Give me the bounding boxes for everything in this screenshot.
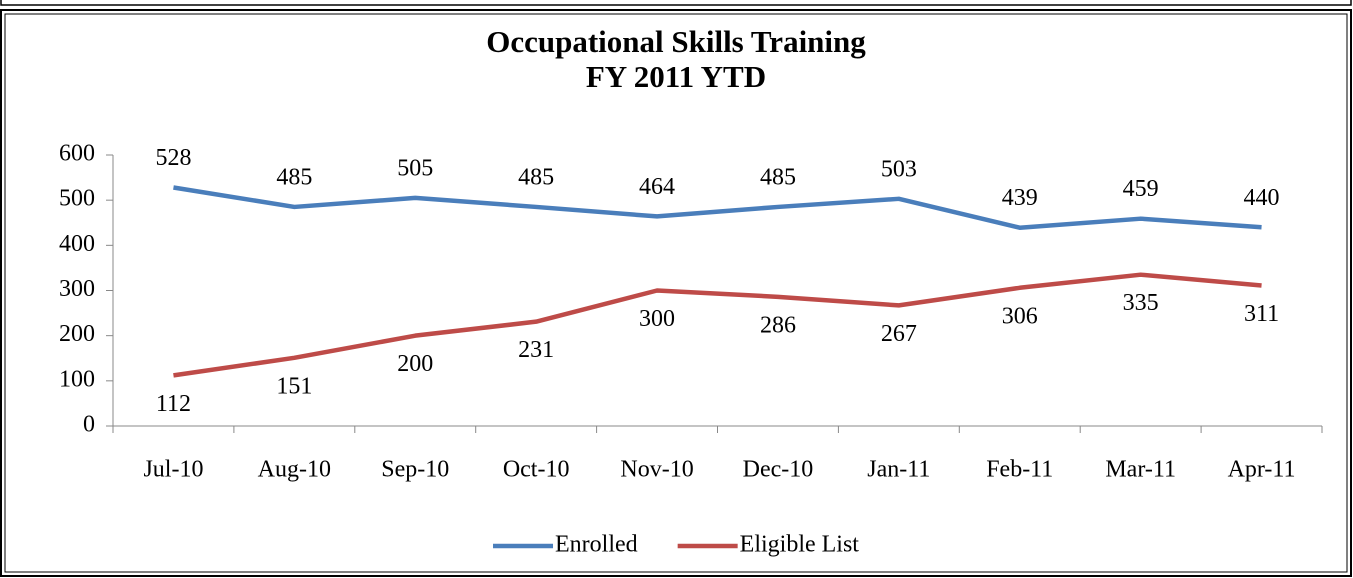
data-label: 231 <box>518 337 554 363</box>
series-line <box>173 185 1262 230</box>
y-tick-label: 0 <box>83 412 95 438</box>
data-label: 505 <box>397 155 433 181</box>
data-label: 485 <box>518 164 554 190</box>
data-label: 112 <box>156 391 191 417</box>
y-tick-label: 400 <box>59 231 95 257</box>
data-label: 528 <box>155 145 191 171</box>
y-tick-label: 100 <box>59 366 95 392</box>
series-line <box>173 272 1262 378</box>
data-label: 151 <box>276 373 312 399</box>
x-tick-label: Feb-11 <box>986 457 1053 483</box>
chart-inner-frame <box>4 13 1348 573</box>
x-tick-label: Jul-10 <box>143 457 203 483</box>
data-label: 335 <box>1123 290 1159 316</box>
legend-label: Enrolled <box>555 532 638 558</box>
data-label: 485 <box>276 164 312 190</box>
y-tick-label: 300 <box>59 276 95 302</box>
data-label: 286 <box>760 312 796 338</box>
data-label: 300 <box>639 306 675 332</box>
data-label: 503 <box>881 156 917 182</box>
chart-title: Occupational Skills Training <box>486 24 866 59</box>
legend-label: Eligible List <box>740 532 860 558</box>
x-tick-label: Nov-10 <box>620 457 693 483</box>
x-tick-label: Aug-10 <box>258 457 331 483</box>
y-tick-label: 600 <box>59 141 95 167</box>
x-tick-label: Oct-10 <box>503 457 570 483</box>
data-label: 306 <box>1002 303 1038 329</box>
x-tick-label: Dec-10 <box>743 457 814 483</box>
chart-frame <box>0 9 1352 577</box>
y-tick-label: 200 <box>59 321 95 347</box>
x-tick-label: Apr-11 <box>1228 457 1296 483</box>
data-label: 439 <box>1002 185 1038 211</box>
x-tick-label: Mar-11 <box>1105 457 1176 483</box>
x-tick-label: Jan-11 <box>867 457 930 483</box>
data-label: 459 <box>1123 176 1159 202</box>
data-label: 200 <box>397 351 433 377</box>
x-tick-label: Sep-10 <box>381 457 449 483</box>
data-label: 485 <box>760 164 796 190</box>
chart-subtitle: FY 2011 YTD <box>586 59 766 94</box>
top-frame <box>0 0 1352 6</box>
data-label: 440 <box>1244 185 1280 211</box>
y-tick-label: 500 <box>59 186 95 212</box>
data-label: 267 <box>881 321 917 347</box>
data-label: 464 <box>639 174 675 200</box>
data-label: 311 <box>1244 301 1279 327</box>
